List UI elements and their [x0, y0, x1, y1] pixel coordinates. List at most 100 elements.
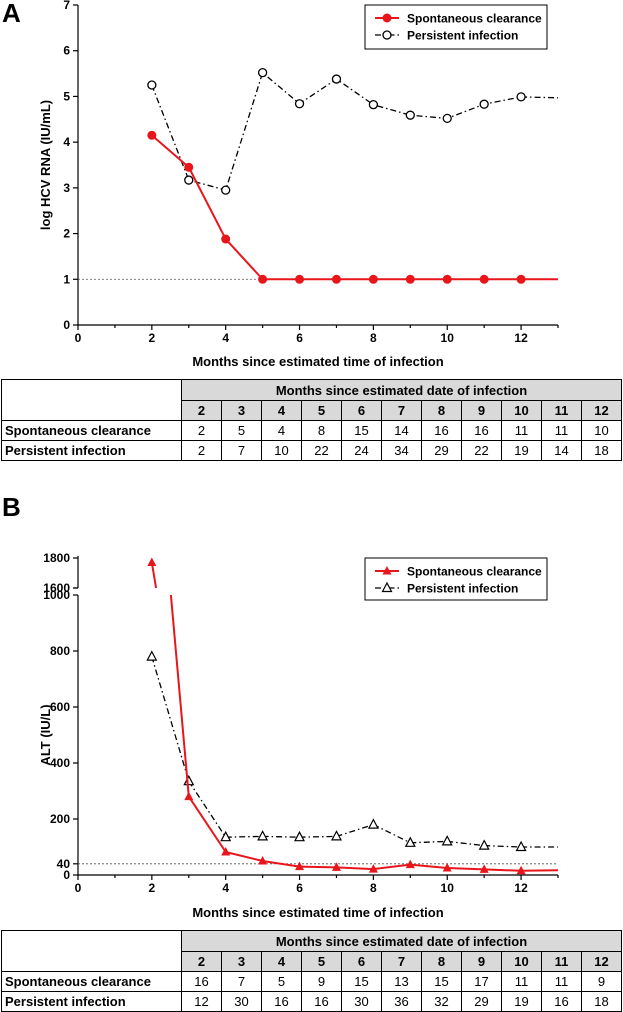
y-tick-label: 2	[63, 227, 70, 241]
data-point	[221, 185, 231, 195]
data-point	[332, 862, 341, 871]
data-point	[184, 175, 194, 185]
count-cell: 32	[421, 991, 462, 1012]
table-row: Persistent infection 12 30 16 16 30 36 3…	[1, 991, 622, 1012]
x-tick-label: 2	[149, 881, 156, 895]
y-tick-label: 3	[63, 181, 70, 195]
series-line	[187, 796, 227, 853]
month-cell: 7	[381, 951, 422, 972]
y-tick-label: 1	[63, 272, 70, 286]
series-line	[150, 562, 158, 589]
x-tick-label: 8	[370, 881, 377, 895]
month-cell: 9	[461, 951, 502, 972]
data-point	[405, 110, 415, 120]
count-cell: 9	[581, 971, 622, 992]
count-cell: 8	[301, 420, 342, 441]
data-point	[258, 274, 268, 284]
month-header-row: 2 3 4 5 6 7 8 9 10 11 12	[2, 400, 622, 421]
data-point	[405, 274, 415, 284]
x-tick-label: 12	[514, 331, 528, 345]
y-axis-label: log HCV RNA (IU/mL)	[38, 100, 53, 230]
series-line	[373, 863, 411, 871]
data-point	[368, 864, 378, 873]
data-point	[184, 162, 194, 172]
table-corner	[1, 930, 182, 972]
month-cell: 7	[381, 400, 422, 421]
month-cell: 8	[421, 400, 462, 421]
series-line	[410, 840, 448, 844]
count-cell: 16	[301, 991, 342, 1012]
count-cell: 9	[301, 971, 342, 992]
month-cell: 5	[301, 951, 342, 972]
month-cell: 4	[261, 400, 302, 421]
count-cell: 5	[221, 420, 262, 441]
row-label: Persistent infection	[1, 440, 182, 461]
month-cell: 6	[341, 951, 382, 972]
series-line	[188, 780, 227, 838]
y-tick-label: 5	[63, 89, 70, 103]
data-point	[382, 566, 392, 575]
series-line	[521, 869, 559, 872]
legend-box	[364, 557, 548, 601]
count-cell: 13	[381, 971, 422, 992]
month-cell: 3	[221, 400, 262, 421]
data-point	[331, 74, 342, 84]
x-tick-label: 0	[75, 331, 82, 345]
x-tick-label: 10	[441, 881, 455, 895]
data-point	[257, 68, 268, 78]
series-line	[484, 868, 522, 872]
y-tick-label: 400	[50, 756, 70, 770]
count-cell: 14	[541, 440, 582, 461]
month-cell: 11	[541, 400, 582, 421]
x-tick-label: 4	[222, 331, 229, 345]
data-point	[442, 863, 452, 872]
x-tick-label: 0	[75, 881, 82, 895]
x-axis-label: Months since estimated time of infection	[192, 354, 443, 369]
count-cell: 5	[261, 971, 302, 992]
series-line	[151, 71, 559, 191]
data-point	[147, 80, 157, 90]
month-cell: 2	[181, 400, 222, 421]
y-tick-label: 7	[63, 0, 70, 12]
count-cell: 16	[541, 991, 582, 1012]
data-point	[220, 830, 232, 842]
table-corner	[1, 379, 182, 421]
data-point	[479, 99, 489, 109]
panel-label: B	[2, 492, 21, 522]
y-tick-label: 4	[63, 135, 70, 149]
count-cell: 2	[181, 440, 222, 461]
data-point	[516, 865, 526, 875]
series-line	[151, 134, 558, 281]
data-point	[516, 274, 526, 284]
data-point	[516, 92, 526, 102]
count-cell: 30	[221, 991, 262, 1012]
data-point	[183, 774, 195, 786]
data-point	[221, 234, 231, 244]
data-point	[404, 836, 416, 847]
table-header: Months since estimated date of infection	[181, 930, 622, 952]
series-line	[299, 865, 337, 869]
count-cell: 18	[581, 991, 622, 1012]
month-cell: 2	[181, 951, 222, 972]
count-cell: 30	[341, 991, 382, 1012]
count-cell: 15	[421, 971, 462, 992]
series-line	[484, 844, 522, 848]
count-cell: 11	[501, 971, 542, 992]
count-cell: 18	[581, 440, 622, 461]
month-cell: 8	[421, 951, 462, 972]
data-point	[368, 100, 379, 110]
count-cell: 12	[181, 991, 222, 1012]
data-point	[478, 839, 490, 850]
table-header: Months since estimated date of infection	[181, 379, 622, 401]
count-cell: 15	[341, 971, 382, 992]
data-point	[479, 864, 489, 873]
count-cell: 22	[461, 440, 502, 461]
month-cell: 6	[341, 400, 382, 421]
count-cell: 7	[221, 971, 262, 992]
legend-label: Spontaneous clearance	[407, 12, 542, 26]
series-line	[262, 860, 300, 868]
series-line	[262, 835, 300, 838]
month-cell: 10	[501, 400, 542, 421]
x-tick-label: 10	[441, 331, 455, 345]
count-cell: 2	[181, 420, 222, 441]
